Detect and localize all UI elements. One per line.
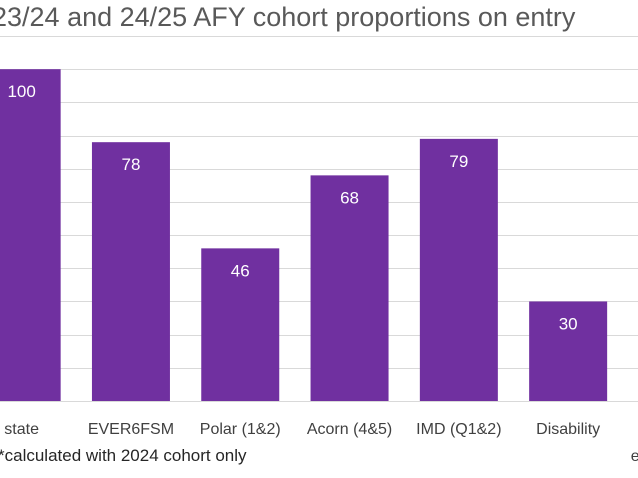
bar-data-label: 68 (340, 188, 359, 207)
bar-data-label: 30 (559, 314, 578, 333)
bar-data-label: 79 (449, 152, 468, 171)
x-tick-label: Careexperienced* (631, 421, 638, 465)
x-tick-label: state (4, 421, 39, 438)
bar (91, 142, 170, 401)
bar (419, 138, 498, 401)
x-tick-label: Polar (1&2) (200, 421, 281, 438)
x-tick-label: IMD (Q1&2) (416, 421, 501, 438)
chart-footnote: *calculated with 2024 cohort only (0, 446, 247, 465)
bar (201, 248, 280, 401)
bar (0, 69, 61, 401)
x-tick-label: Disability (536, 421, 600, 438)
chart-title: 23/24 and 24/25 AFY cohort proportions o… (0, 2, 576, 32)
bar (310, 175, 389, 401)
x-tick-label: EVER6FSM (88, 421, 174, 438)
bar-data-label: 46 (231, 261, 250, 280)
bar-data-label: 100 (7, 82, 35, 101)
x-tick-label: Acorn (4&5) (307, 421, 392, 438)
bar (529, 301, 608, 401)
bar-data-label: 78 (121, 155, 140, 174)
